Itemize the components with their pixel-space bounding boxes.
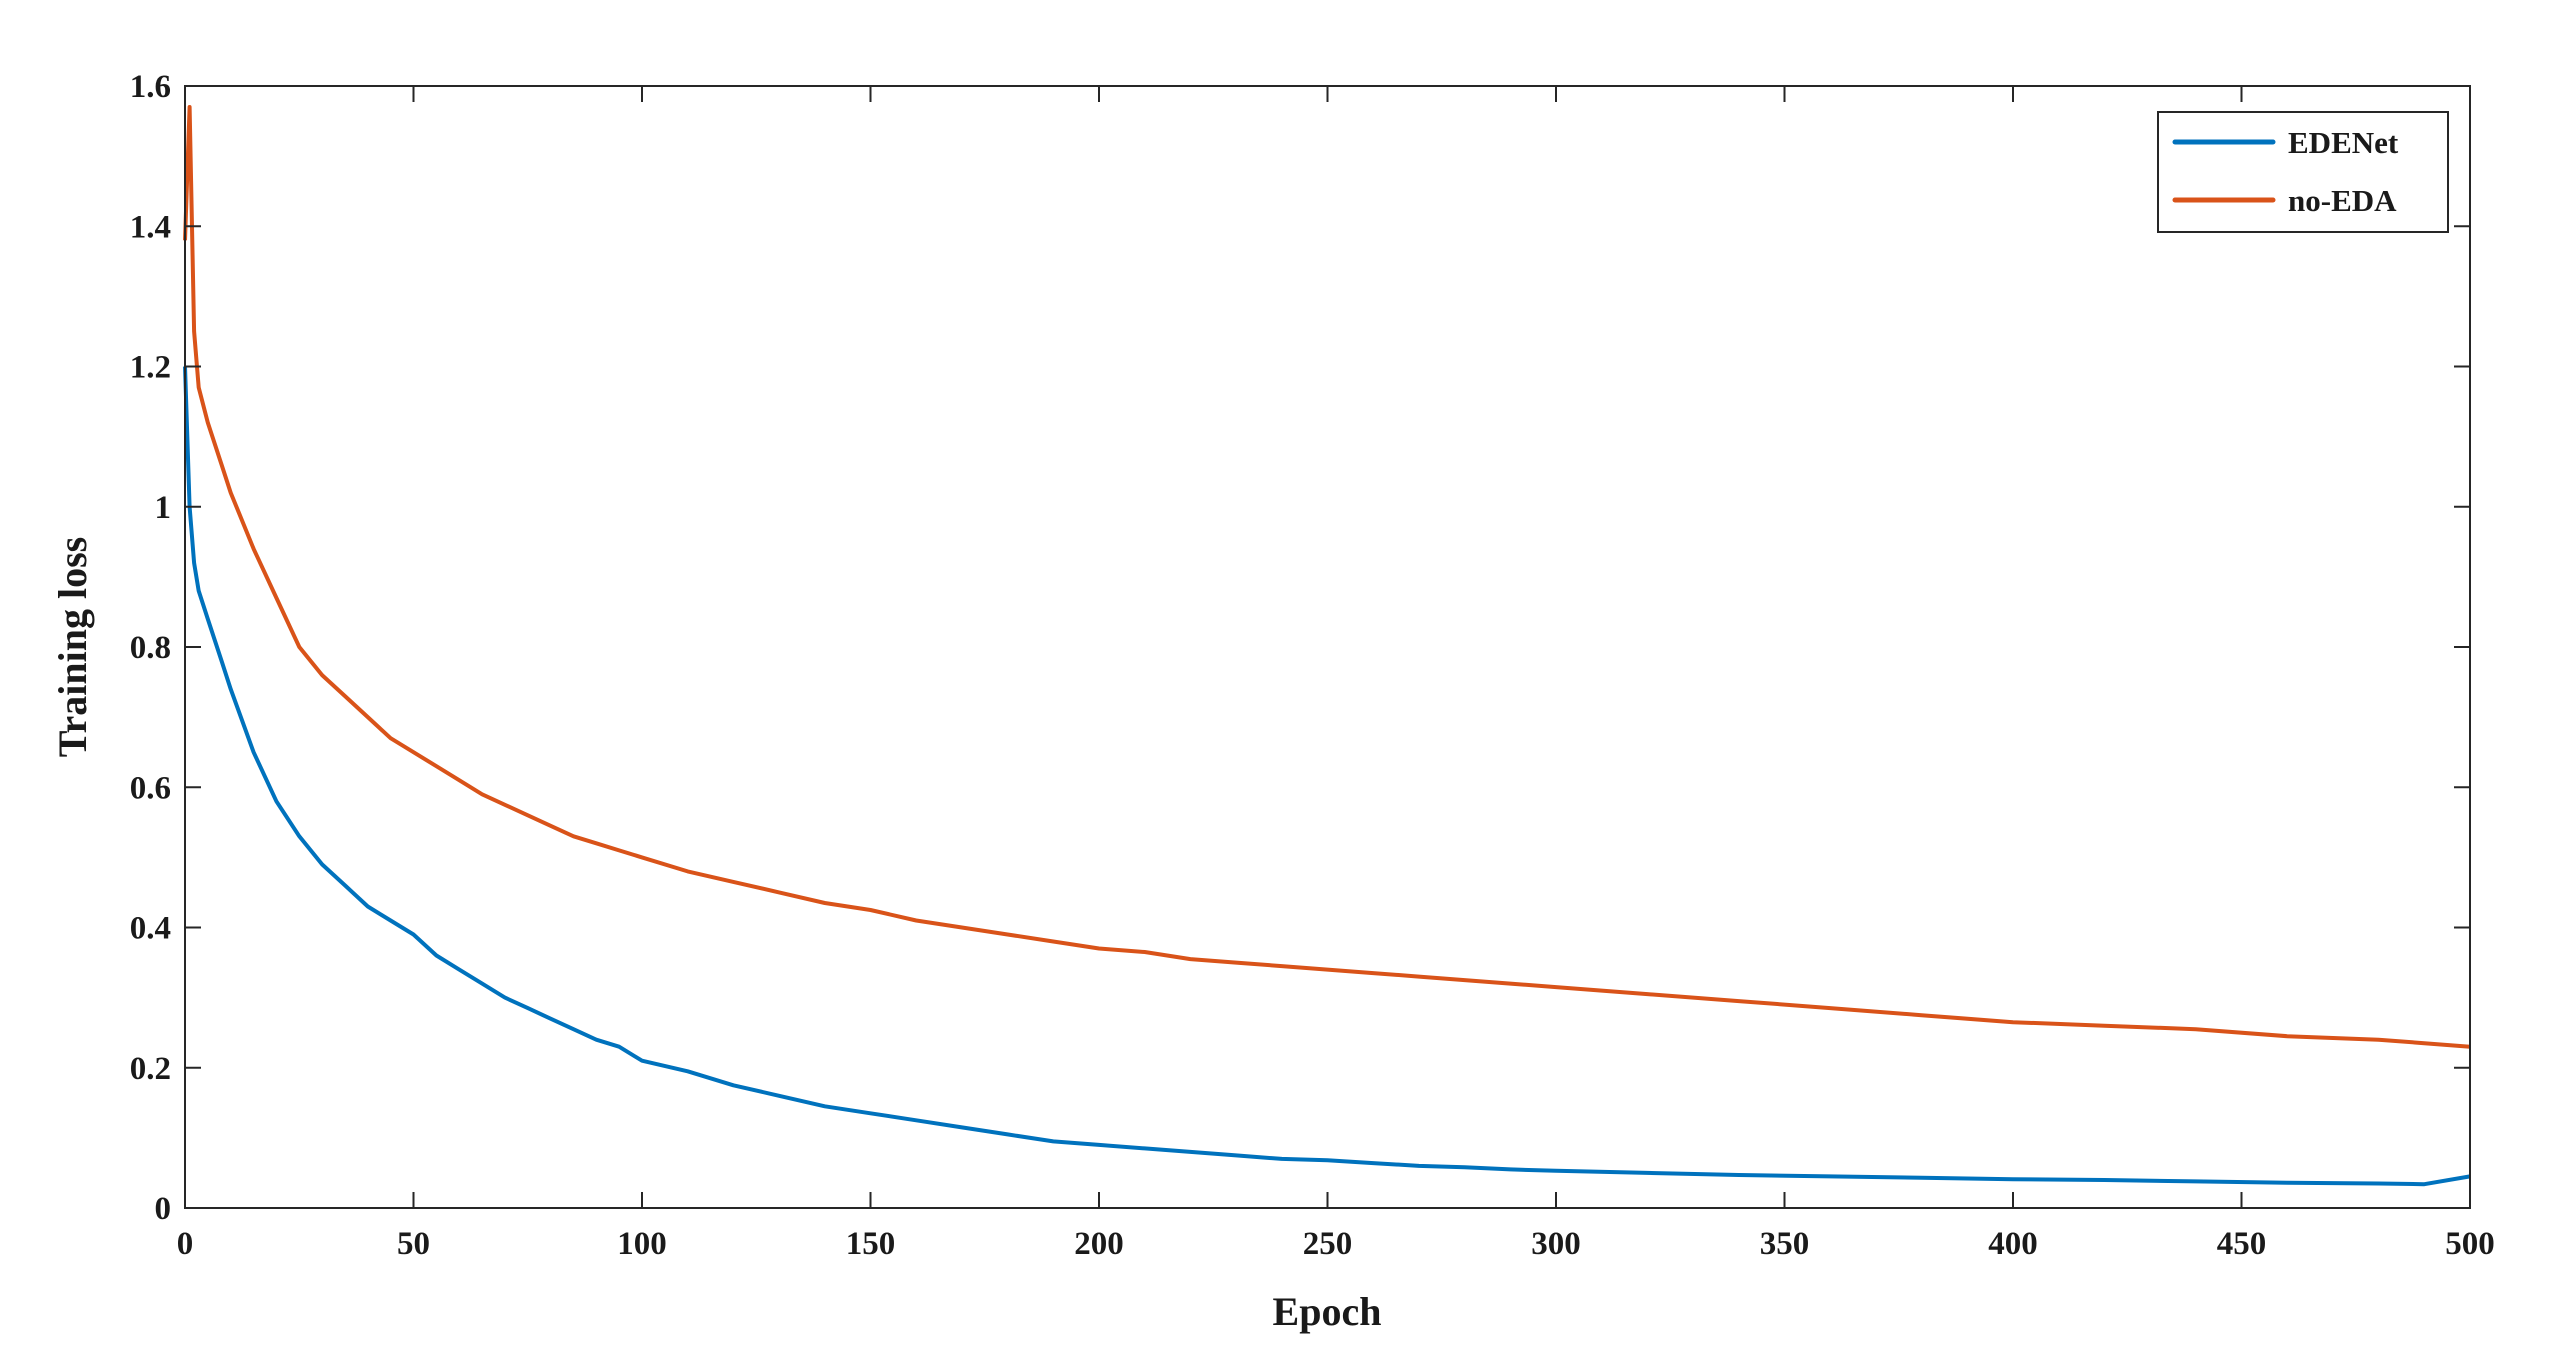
x-tick-label: 50 xyxy=(397,1226,430,1262)
y-tick-label: 1.4 xyxy=(130,209,171,245)
y-tick-label: 0.6 xyxy=(130,770,171,806)
y-tick-label: 1.6 xyxy=(130,69,171,105)
x-tick-label: 100 xyxy=(617,1226,667,1262)
tick-layer: 0 50 100 150 200 250 300 350 400 450 500 0 0.2 0.4 0.6… xyxy=(130,69,2495,1262)
x-axis-title: Epoch xyxy=(1273,1289,1382,1334)
y-tick-label: 0.4 xyxy=(130,911,171,947)
legend-box xyxy=(2157,111,2449,233)
y-tick-label: 1.2 xyxy=(130,350,171,386)
x-tick-label: 350 xyxy=(1760,1226,1810,1262)
y-axis-title: Training loss xyxy=(50,537,95,757)
x-tick-label: 300 xyxy=(1531,1226,1581,1262)
x-tick-label: 150 xyxy=(846,1226,896,1262)
y-tick-label: 0.8 xyxy=(130,630,171,666)
series-line-edenet xyxy=(183,366,2471,1187)
y-tick-label: 0 xyxy=(155,1191,172,1227)
plot-frame xyxy=(184,85,2471,1209)
series-line-no-eda xyxy=(183,105,2471,1049)
x-tick-label: 0 xyxy=(177,1226,194,1262)
legend: EDENet no-EDA xyxy=(2157,111,2449,233)
plot-area xyxy=(185,86,2470,1208)
x-tick-label: 450 xyxy=(2217,1226,2267,1262)
legend-label-no-eda: no-EDA xyxy=(2288,183,2397,218)
x-tick-label: 200 xyxy=(1074,1226,1124,1262)
x-tick-label: 250 xyxy=(1303,1226,1353,1262)
x-tick-label: 400 xyxy=(1988,1226,2038,1262)
legend-label-edenet: EDENet xyxy=(2288,125,2399,160)
x-tick-label: 500 xyxy=(2445,1226,2495,1262)
series-layer xyxy=(183,105,2471,1187)
y-tick-label: 1 xyxy=(155,490,172,526)
y-tick-label: 0.2 xyxy=(130,1051,171,1087)
